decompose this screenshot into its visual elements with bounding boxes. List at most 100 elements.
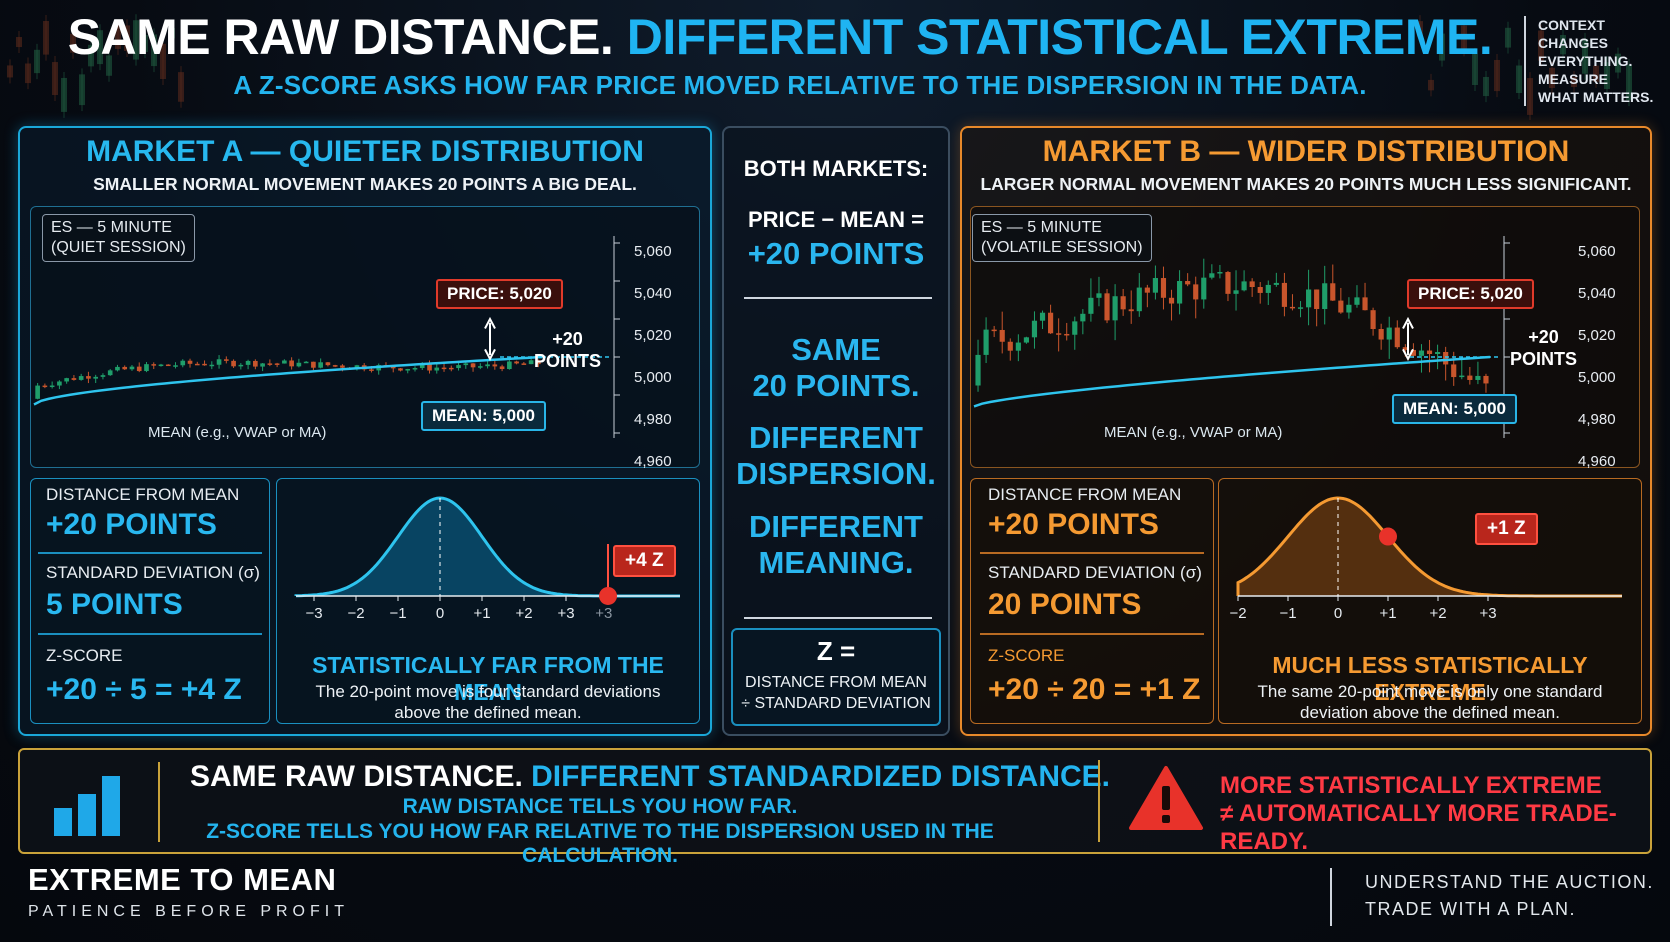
bell-tick-label: +1 bbox=[473, 605, 490, 622]
candle-body bbox=[1120, 296, 1126, 310]
bg-candle-body bbox=[1527, 78, 1533, 115]
candle-body bbox=[434, 367, 440, 371]
bg-candle-body bbox=[1571, 76, 1577, 88]
candle-body bbox=[1177, 281, 1183, 304]
candle-body bbox=[1426, 350, 1433, 355]
tagline-line: EVERYTHING. bbox=[1538, 53, 1633, 69]
market-b-candles bbox=[973, 236, 1510, 438]
session-line: ES — 5 MINUTE bbox=[51, 219, 172, 236]
meaning-line: MEANING. bbox=[758, 545, 914, 580]
candle-body bbox=[209, 364, 215, 367]
candle-body bbox=[1007, 341, 1013, 351]
mean-line bbox=[33, 355, 543, 406]
distance-label: DISTANCE FROM MEAN bbox=[988, 485, 1182, 504]
divider bbox=[38, 633, 262, 635]
z-formula-title: Z = bbox=[816, 636, 856, 666]
distance-label: DISTANCE FROM MEAN bbox=[46, 485, 240, 504]
z-value: +20 ÷ 5 = +4 Z bbox=[46, 673, 242, 706]
candle-body bbox=[1112, 296, 1118, 321]
candle-body bbox=[1418, 350, 1425, 356]
candle-body bbox=[991, 329, 997, 332]
bg-candle-body bbox=[97, 30, 103, 65]
bell-tick-label: 0 bbox=[436, 605, 444, 622]
candle-body bbox=[521, 363, 527, 365]
tagline-line: MEASURE bbox=[1538, 71, 1609, 87]
market-b-session-label: ES — 5 MINUTE (VOLATILE SESSION) bbox=[972, 214, 1152, 262]
candle-body bbox=[999, 329, 1005, 342]
divider bbox=[38, 552, 262, 554]
z-formula-text: DISTANCE FROM MEAN ÷ STANDARD DEVIATION bbox=[731, 672, 941, 714]
candle-body bbox=[253, 360, 258, 367]
candle-body bbox=[42, 385, 48, 388]
candle-body bbox=[492, 364, 498, 367]
axis-tick: 5,020 bbox=[634, 327, 672, 344]
z-formula-line: ÷ STANDARD DEVIATION bbox=[741, 695, 931, 712]
brand-tagline: PATIENCE BEFORE PROFIT bbox=[28, 903, 349, 920]
bg-candle-body bbox=[1439, 33, 1445, 61]
market-b-price-label: PRICE: 5,020 bbox=[1407, 279, 1534, 309]
candle-body bbox=[1386, 327, 1392, 340]
candle-body bbox=[1322, 283, 1328, 310]
title-white: SAME RAW DISTANCE. bbox=[67, 9, 614, 65]
market-b-mean-line-label: MEAN (e.g., VWAP or MA) bbox=[1104, 424, 1283, 441]
market-a-title: MARKET A — QUIETER DISTRIBUTION bbox=[86, 135, 644, 168]
middle-divider bbox=[744, 617, 932, 619]
bg-candle-body bbox=[169, 28, 175, 39]
candle-body bbox=[107, 370, 113, 376]
candle-body bbox=[267, 363, 273, 365]
z-formula-box bbox=[731, 628, 941, 726]
bg-candle-body bbox=[43, 21, 49, 55]
candle-body bbox=[1015, 342, 1021, 351]
tagline: CONTEXT CHANGES EVERYTHING. MEASURE WHAT… bbox=[1524, 16, 1670, 106]
bg-candle-body bbox=[1593, 65, 1599, 82]
session-line: (QUIET SESSION) bbox=[51, 239, 186, 256]
bell-tick-label: −1 bbox=[1279, 605, 1296, 622]
candle-body bbox=[1072, 321, 1078, 335]
summary-heading-white: SAME RAW DISTANCE. bbox=[190, 760, 523, 793]
formula-line-2: +20 POINTS bbox=[747, 236, 925, 271]
candle-body bbox=[231, 360, 236, 367]
candle-body bbox=[136, 366, 142, 372]
bell-tick-label: +1 bbox=[1379, 605, 1396, 622]
candle-body bbox=[1459, 375, 1465, 378]
candle-body bbox=[1048, 312, 1054, 334]
market-a-mean-line-label: MEAN (e.g., VWAP or MA) bbox=[148, 424, 327, 441]
market-b-bell-curve: −3−2−10+1+2+3 bbox=[1229, 496, 1622, 622]
tagline-line: CONTEXT bbox=[1538, 17, 1605, 33]
footer-divider bbox=[1330, 868, 1332, 926]
market-a-mean-box: MEAN: 5,000 bbox=[421, 401, 546, 431]
axis-tick: 4,960 bbox=[1578, 453, 1616, 470]
candle-body bbox=[1354, 297, 1360, 305]
bell-tick-label: +3 bbox=[1479, 605, 1496, 622]
bell-tick-label: −1 bbox=[389, 605, 406, 622]
candle-body bbox=[975, 354, 981, 386]
both-markets-label: BOTH MARKETS: bbox=[743, 156, 929, 181]
candle-body bbox=[528, 360, 534, 365]
candle-body bbox=[1346, 304, 1352, 313]
different-meaning: DIFFERENT MEANING. bbox=[722, 509, 950, 581]
candle-body bbox=[514, 361, 519, 364]
candle-body bbox=[289, 360, 294, 367]
footer-line-1: UNDERSTAND THE AUCTION. bbox=[1365, 872, 1654, 892]
distance-value: +20 POINTS bbox=[46, 508, 217, 541]
summary-heading: SAME RAW DISTANCE. DIFFERENT STANDARDIZE… bbox=[190, 760, 1110, 794]
market-b-bell-text: The same 20-point move is only one stand… bbox=[1218, 681, 1642, 723]
market-a-price-label: PRICE: 5,020 bbox=[436, 279, 563, 309]
candle-body bbox=[1410, 349, 1416, 356]
candle-body bbox=[427, 364, 432, 371]
bg-candle-body bbox=[1505, 27, 1511, 48]
candle-body bbox=[1378, 328, 1384, 340]
candle-body bbox=[1080, 313, 1086, 322]
bg-candle-body bbox=[61, 77, 67, 112]
candle-body bbox=[1064, 333, 1070, 336]
mean-line bbox=[973, 355, 1491, 408]
candle-body bbox=[1467, 375, 1473, 380]
bell-tick-label: +2 bbox=[1429, 605, 1446, 622]
candle-body bbox=[165, 364, 171, 367]
candle-body bbox=[1362, 297, 1368, 311]
bell-tick-label: +2 bbox=[515, 605, 532, 622]
bg-candle-body bbox=[16, 37, 22, 48]
candle-body bbox=[202, 363, 207, 366]
bell-text-line: above the defined mean. bbox=[394, 703, 582, 722]
candle-body bbox=[1152, 278, 1158, 293]
